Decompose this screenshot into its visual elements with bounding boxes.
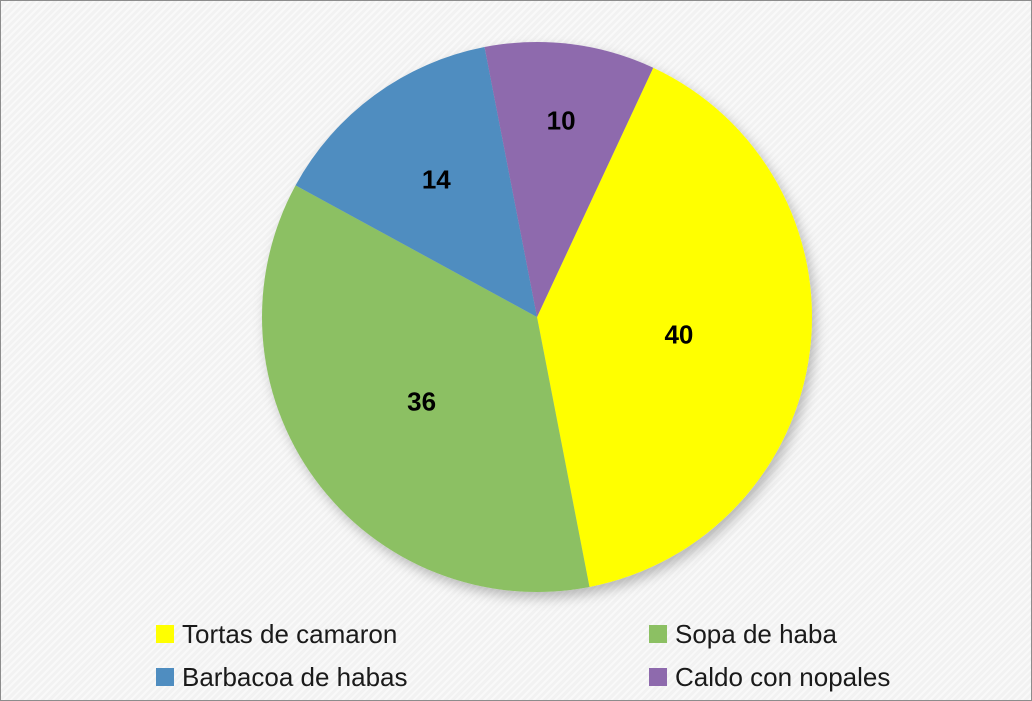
data-label-sopa-de-haba: 36 <box>407 387 436 417</box>
data-label-caldo-con-nopales: 10 <box>547 106 576 136</box>
pie-slice-caldo-con-nopales <box>484 41 654 317</box>
data-label-tortas-de-camaron: 40 <box>664 319 693 349</box>
data-label-barbacoa-de-habas: 14 <box>422 164 451 194</box>
pie-slice-barbacoa-de-habas <box>295 47 537 318</box>
pie-slice-sopa-de-haba <box>261 185 590 593</box>
pie-slice-tortas-de-camaron <box>537 67 812 587</box>
